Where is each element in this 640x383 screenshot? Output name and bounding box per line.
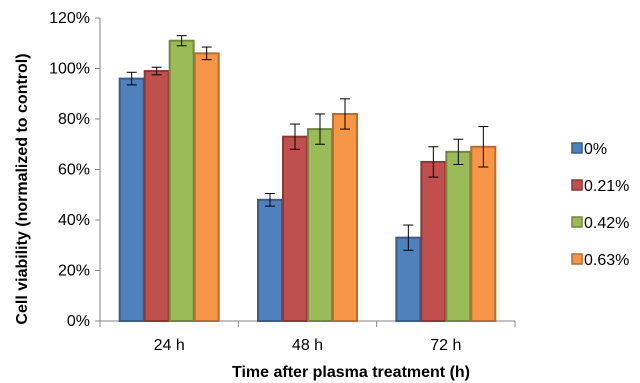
y-tick-label: 20%: [58, 263, 90, 280]
y-tick-label: 120%: [49, 10, 90, 27]
y-tick-label: 80%: [58, 111, 90, 128]
bar: [168, 39, 195, 322]
legend-label: 0.63%: [584, 252, 629, 269]
legend-label: 0.42%: [584, 215, 629, 232]
x-tick-label: 24 h: [154, 337, 185, 354]
legend-label: 0.21%: [584, 178, 629, 195]
legend-swatch: [571, 179, 583, 191]
legend-swatch: [571, 253, 583, 265]
x-axis-title: Time after plasma treatment (h): [232, 364, 470, 381]
y-axis-title: Cell viability (normalized to control): [14, 53, 31, 324]
bar: [332, 112, 358, 322]
bar: [118, 77, 145, 322]
y-tick-label: 40%: [58, 212, 90, 229]
bar: [257, 198, 283, 322]
x-tick-label: 48 h: [292, 337, 323, 354]
bar: [143, 70, 170, 323]
bars-group: [118, 35, 497, 323]
bar: [193, 52, 220, 322]
bar: [282, 135, 308, 322]
legend: 0% 0.21% 0.42% 0.63%: [571, 141, 629, 269]
x-tick-label: 72 h: [430, 337, 461, 354]
bar: [470, 145, 497, 322]
bar: [420, 160, 447, 322]
y-axis: 0% 20% 40% 60% 80% 100% 120%: [49, 10, 101, 330]
bar: [307, 128, 333, 322]
legend-swatch: [571, 142, 583, 154]
legend-swatch: [571, 216, 583, 228]
legend-label: 0%: [584, 141, 607, 158]
y-tick-label: 0%: [67, 313, 90, 330]
y-tick-label: 60%: [58, 162, 90, 179]
bar: [445, 150, 472, 322]
y-tick-label: 100%: [49, 61, 90, 78]
x-axis: 24 h 48 h 72 h: [99, 320, 516, 354]
